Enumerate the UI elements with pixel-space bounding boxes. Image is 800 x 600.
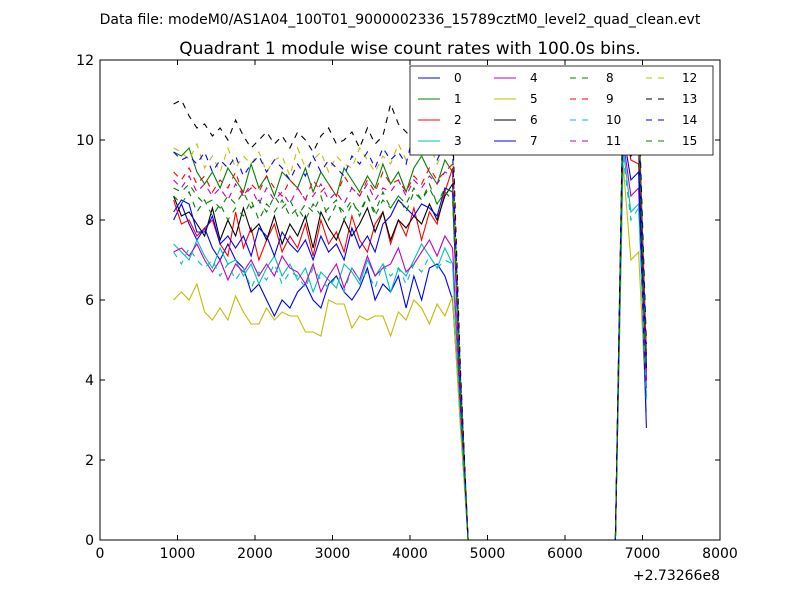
y-tick-label: 10 xyxy=(76,133,94,149)
legend-label-0: 0 xyxy=(454,71,462,85)
x-tick-label: 0 xyxy=(96,546,105,562)
x-tick-label: 2000 xyxy=(237,546,273,562)
series-line-0 xyxy=(173,107,647,540)
legend-label-15: 15 xyxy=(682,134,697,148)
x-tick-label: 6000 xyxy=(547,546,583,562)
y-tick-label: 2 xyxy=(85,453,94,469)
legend-label-3: 3 xyxy=(454,134,462,148)
legend-label-10: 10 xyxy=(606,113,621,127)
legend-label-7: 7 xyxy=(530,134,538,148)
x-tick-label: 5000 xyxy=(470,546,506,562)
y-tick-label: 12 xyxy=(76,53,94,69)
series-line-8 xyxy=(173,103,647,540)
series-line-7 xyxy=(173,131,647,540)
legend-label-5: 5 xyxy=(530,92,538,106)
series-line-6 xyxy=(173,115,647,540)
x-offset-label: +2.73266e8 xyxy=(633,568,720,584)
series-line-1 xyxy=(173,91,647,540)
y-tick-label: 8 xyxy=(85,213,94,229)
x-tick-label: 7000 xyxy=(625,546,661,562)
plot-frame xyxy=(99,59,721,541)
figure-suptitle: Data file: modeM0/AS1A04_100T01_90000023… xyxy=(100,12,701,28)
legend-label-13: 13 xyxy=(682,92,697,106)
legend-label-1: 1 xyxy=(454,92,462,106)
series-line-11 xyxy=(173,107,647,540)
y-tick-label: 4 xyxy=(85,373,94,389)
series-line-9 xyxy=(173,99,647,540)
legend-label-6: 6 xyxy=(530,113,538,127)
legend-label-4: 4 xyxy=(530,71,538,85)
legend-label-9: 9 xyxy=(606,92,614,106)
series-line-13 xyxy=(173,87,647,540)
y-tick-label: 6 xyxy=(85,293,94,309)
series-line-5 xyxy=(173,163,647,540)
legend-box xyxy=(409,65,714,156)
legend-label-2: 2 xyxy=(454,113,462,127)
x-tick-label: 4000 xyxy=(392,546,428,562)
x-tick-label: 1000 xyxy=(160,546,196,562)
x-tick-label: 3000 xyxy=(315,546,351,562)
chart-title: Quadrant 1 module wise count rates with … xyxy=(179,39,640,59)
y-tick-label: 0 xyxy=(85,533,94,549)
legend-label-12: 12 xyxy=(682,71,697,85)
series-line-4 xyxy=(173,139,647,540)
series-line-10 xyxy=(173,155,647,540)
legend-label-8: 8 xyxy=(606,71,614,85)
x-tick-label: 8000 xyxy=(702,546,738,562)
legend-label-14: 14 xyxy=(682,113,697,127)
series-line-15 xyxy=(173,111,647,540)
legend-label-11: 11 xyxy=(606,134,621,148)
